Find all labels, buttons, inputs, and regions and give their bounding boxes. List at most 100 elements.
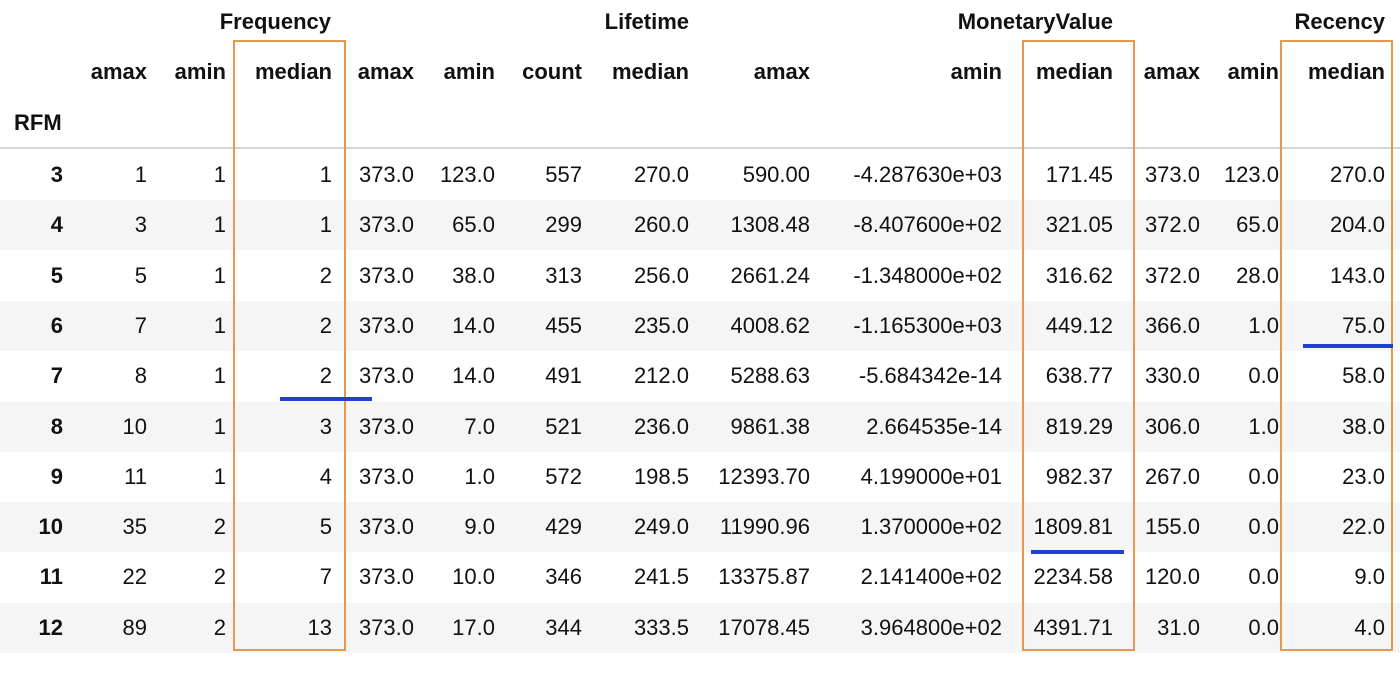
table-cell: 11 [124,463,147,489]
table-cell: 373.0 [358,212,414,238]
table-cell: 7.0 [464,413,495,439]
highlight-box [233,40,346,651]
column-header-amin: amin [443,59,495,84]
column-header-median: median [611,59,689,84]
table-cell: 1308.48 [730,212,810,238]
table-cell: 38.0 [1342,413,1385,439]
table-cell: 455 [545,312,582,338]
table-cell: 819.29 [1045,413,1113,439]
table-cell: 58.0 [1342,363,1385,389]
column-header-median: median [1035,59,1113,84]
table-cell: 373.0 [358,162,414,187]
table-cell: 982.37 [1045,463,1113,489]
table-cell: 1.0 [1248,312,1279,338]
table-cell: 4 [319,463,332,489]
table-cell: 373.0 [358,463,414,489]
table-cell: 1.370000e+02 [860,514,1002,540]
table-cell: 2 [319,262,332,288]
column-header-amax: amax [753,59,810,84]
table-cell: 1 [213,312,226,338]
table-cell: 4.199000e+01 [860,463,1002,489]
table-cell: 12393.70 [718,463,810,489]
row-index: 9 [50,463,63,489]
table-cell: 143.0 [1329,262,1385,288]
table-cell: 13375.87 [718,564,810,590]
table-cell: 5 [134,262,147,288]
table-cell: 1 [319,212,332,238]
column-header-median: median [254,59,332,84]
table-cell: 373.0 [358,262,414,288]
table-cell: -4.287630e+03 [853,162,1002,187]
table-cell: 366.0 [1144,312,1200,338]
table-cell: 372.0 [1144,212,1200,238]
table-cell: 9.0 [1354,564,1385,590]
table-cell: 1 [134,162,147,187]
table-cell: 1 [213,262,226,288]
table-cell: 373.0 [1144,162,1200,187]
table-cell: 123.0 [1223,162,1279,187]
group-header-recency: Recency [1294,9,1385,34]
underline-mark [1031,550,1124,554]
table-cell: 2.664535e-14 [866,413,1002,439]
table-cell: 65.0 [452,212,495,238]
table-cell: 344 [545,614,582,640]
table-cell: 8 [134,363,147,389]
table-cell: 1 [213,363,226,389]
table-cell: 204.0 [1329,212,1385,238]
table-cell: 10.0 [452,564,495,590]
column-header-median: median [1307,59,1385,84]
table-cell: 256.0 [633,262,689,288]
table-cell: 0.0 [1248,514,1279,540]
table-cell: 1809.81 [1033,514,1113,540]
underline-mark [280,397,372,401]
table-cell: 373.0 [358,363,414,389]
table-cell: 0.0 [1248,363,1279,389]
table-cell: 270.0 [1329,162,1385,187]
table-cell: 491 [545,363,582,389]
table-cell: 241.5 [633,564,689,590]
column-header-amin: amin [174,59,226,84]
table-cell: -1.348000e+02 [853,262,1002,288]
column-header-amax: amax [1143,59,1200,84]
table-cell: 1 [213,413,226,439]
table-cell: 7 [134,312,147,338]
table-cell: 321.05 [1045,212,1113,238]
table-cell: 155.0 [1144,514,1200,540]
table-cell: 521 [545,413,582,439]
table-cell: 2 [213,564,226,590]
row-index: 12 [38,614,63,640]
table-cell: 35 [122,514,147,540]
table-cell: 14.0 [452,363,495,389]
row-index: 3 [50,162,63,187]
table-cell: 5 [319,514,332,540]
table-cell: 1 [319,162,332,187]
table-cell: 572 [545,463,582,489]
table-cell: 590.00 [742,162,810,187]
table-cell: 4391.71 [1033,614,1113,640]
table-cell: 306.0 [1144,413,1200,439]
table-cell: 22 [122,564,147,590]
table-cell: 235.0 [633,312,689,338]
table-cell: 28.0 [1236,262,1279,288]
column-header-amax: amax [90,59,147,84]
table-cell: 3 [134,212,147,238]
row-index: 7 [50,363,63,389]
table-cell: 270.0 [633,162,689,187]
table-cell: 7 [319,564,332,590]
table-cell: 10 [122,413,147,439]
table-cell: 3 [319,413,332,439]
table-cell: 17078.45 [718,614,810,640]
table-cell: 313 [545,262,582,288]
column-header-count: count [522,59,582,84]
table-cell: 373.0 [358,614,414,640]
table-cell: -5.684342e-14 [858,363,1002,389]
table-cell: 373.0 [358,514,414,540]
index-name: RFM [14,110,62,135]
header-divider [0,147,1400,149]
table-cell: 236.0 [633,413,689,439]
table-cell: 260.0 [633,212,689,238]
table-cell: 638.77 [1045,363,1113,389]
table-cell: 11990.96 [719,514,810,540]
table-cell: 429 [545,514,582,540]
table-cell: 1 [213,212,226,238]
